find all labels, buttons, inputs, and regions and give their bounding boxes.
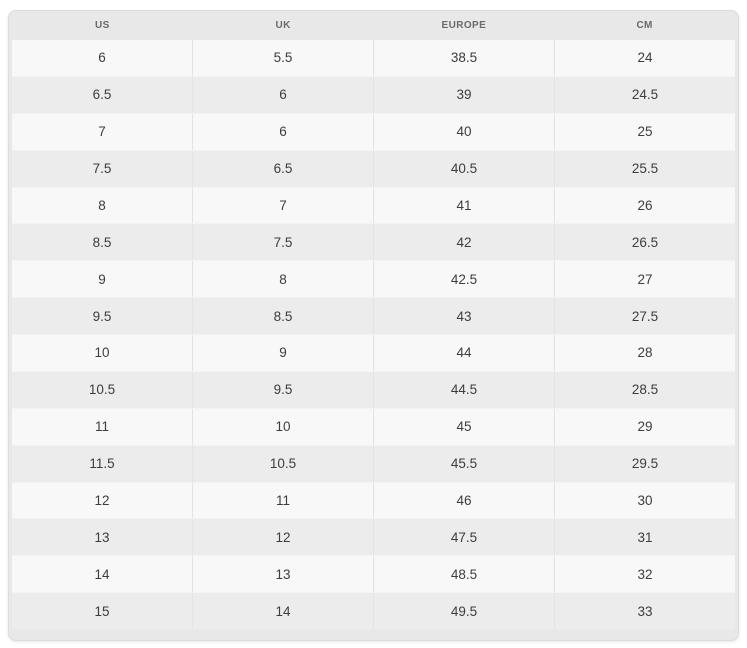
table-cell-europe: 39 bbox=[373, 76, 554, 113]
table-cell-us: 15 bbox=[94, 603, 110, 619]
table-cell-cm: 31 bbox=[554, 519, 735, 556]
table-cell-europe: 49.5 bbox=[373, 593, 554, 629]
size-chart-header-row: US UK EUROPE CM bbox=[12, 11, 735, 40]
table-row: 9.5 8.5 43 27.5 bbox=[12, 297, 735, 334]
table-cell-us: 12 bbox=[94, 492, 110, 508]
table-cell-cm: 29.5 bbox=[554, 445, 735, 482]
table-cell-uk: 14 bbox=[192, 593, 373, 629]
table-row: 15 14 49.5 33 bbox=[12, 592, 735, 629]
table-cell-us: 11.5 bbox=[89, 456, 115, 472]
table-cell-europe: 47.5 bbox=[373, 519, 554, 556]
table-cell-cm: 30 bbox=[554, 482, 735, 519]
table-cell-cm: 32 bbox=[554, 556, 735, 593]
table-cell-uk: 13 bbox=[192, 556, 373, 593]
table-cell-europe: 40.5 bbox=[373, 150, 554, 187]
table-cell-us: 7 bbox=[98, 124, 106, 140]
table-cell-uk: 8 bbox=[192, 261, 373, 298]
table-row: 11 10 45 29 bbox=[12, 407, 735, 445]
table-row: 6.5 6 39 24.5 bbox=[12, 75, 735, 113]
table-cell-uk: 6.5 bbox=[192, 150, 373, 187]
table-cell-europe: 42 bbox=[373, 224, 554, 261]
table-cell-us: 7.5 bbox=[92, 161, 112, 177]
table-cell-us: 9 bbox=[98, 271, 106, 287]
table-cell-uk: 7.5 bbox=[192, 224, 373, 261]
table-cell-us: 11 bbox=[94, 419, 109, 435]
table-cell-us: 14 bbox=[94, 566, 110, 582]
table-cell-cm: 28.5 bbox=[554, 371, 735, 408]
table-cell-us: 6.5 bbox=[92, 87, 112, 103]
table-row: 7.5 6.5 40.5 25.5 bbox=[12, 149, 735, 187]
table-row: 10 9 44 28 bbox=[12, 334, 735, 371]
table-cell-us: 10 bbox=[94, 345, 110, 361]
table-cell-europe: 44 bbox=[373, 335, 554, 371]
table-cell-us: 13 bbox=[94, 529, 110, 545]
table-cell-cm: 25 bbox=[554, 113, 735, 150]
table-cell-uk: 5.5 bbox=[192, 40, 373, 76]
column-header-cm: CM bbox=[636, 20, 653, 31]
table-row: 8.5 7.5 42 26.5 bbox=[12, 223, 735, 261]
table-cell-uk: 9.5 bbox=[192, 371, 373, 408]
table-cell-us: 10.5 bbox=[88, 382, 116, 398]
table-row: 12 11 46 30 bbox=[12, 481, 735, 519]
table-cell-us: 6 bbox=[98, 50, 106, 66]
table-cell-cm: 29 bbox=[554, 408, 735, 445]
table-row: 6 5.5 38.5 24 bbox=[12, 40, 735, 76]
table-cell-uk: 7 bbox=[192, 187, 373, 224]
table-cell-europe: 45.5 bbox=[373, 445, 554, 482]
table-cell-cm: 26 bbox=[554, 187, 735, 224]
table-row: 11.5 10.5 45.5 29.5 bbox=[12, 444, 735, 482]
table-cell-europe: 46 bbox=[373, 482, 554, 519]
column-header-europe: EUROPE bbox=[441, 20, 487, 31]
table-cell-europe: 43 bbox=[373, 298, 554, 334]
table-cell-uk: 10.5 bbox=[192, 445, 373, 482]
column-header-uk: UK bbox=[275, 20, 291, 31]
size-chart-body: 6 5.5 38.5 24 6.5 6 39 24.5 7 6 40 25 7.5 6.5 40.5 25.5… bbox=[12, 40, 735, 629]
table-cell-cm: 28 bbox=[554, 335, 735, 371]
table-cell-us: 8.5 bbox=[92, 234, 112, 250]
size-chart-panel: US UK EUROPE CM 6 5.5 38.5 24 6.5 6 39 24.5 7 6 40 25 7… bbox=[8, 10, 739, 641]
table-cell-uk: 6 bbox=[192, 76, 373, 113]
table-cell-uk: 10 bbox=[192, 408, 373, 445]
table-cell-uk: 9 bbox=[192, 335, 373, 371]
table-cell-europe: 38.5 bbox=[373, 40, 554, 76]
table-cell-uk: 6 bbox=[192, 113, 373, 150]
table-cell-europe: 41 bbox=[373, 187, 554, 224]
table-cell-europe: 48.5 bbox=[373, 556, 554, 593]
table-row: 7 6 40 25 bbox=[12, 112, 735, 150]
table-row: 10.5 9.5 44.5 28.5 bbox=[12, 370, 735, 408]
table-row: 8 7 41 26 bbox=[12, 186, 735, 224]
table-cell-cm: 27 bbox=[554, 261, 735, 298]
table-cell-cm: 27.5 bbox=[554, 298, 735, 334]
column-header-us: US bbox=[95, 20, 110, 31]
table-cell-uk: 8.5 bbox=[192, 298, 373, 334]
table-cell-europe: 40 bbox=[373, 113, 554, 150]
table-cell-uk: 12 bbox=[192, 519, 373, 556]
table-cell-cm: 26.5 bbox=[554, 224, 735, 261]
table-cell-us: 8 bbox=[98, 197, 106, 213]
table-cell-europe: 42.5 bbox=[373, 261, 554, 298]
table-row: 13 12 47.5 31 bbox=[12, 518, 735, 556]
table-row: 9 8 42.5 27 bbox=[12, 260, 735, 298]
table-cell-europe: 44.5 bbox=[373, 371, 554, 408]
table-cell-cm: 24 bbox=[554, 40, 735, 76]
table-cell-uk: 11 bbox=[192, 482, 373, 519]
table-cell-us: 9.5 bbox=[92, 308, 112, 324]
table-cell-cm: 25.5 bbox=[554, 150, 735, 187]
table-cell-europe: 45 bbox=[373, 408, 554, 445]
table-cell-cm: 24.5 bbox=[554, 76, 735, 113]
table-row: 14 13 48.5 32 bbox=[12, 555, 735, 593]
table-cell-cm: 33 bbox=[554, 593, 735, 629]
